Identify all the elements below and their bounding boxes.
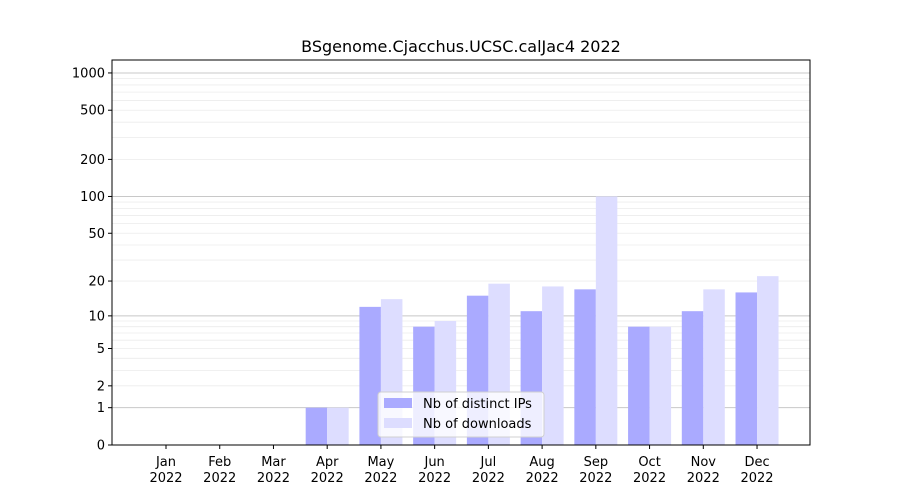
bar-downloads [595,196,618,445]
bar-ips [305,407,328,445]
bar-downloads [757,276,779,445]
y-tick-label: 2 [97,379,105,394]
x-tick-label: Jan 2022 [149,455,182,486]
x-tick-label: May 2022 [364,455,397,486]
y-tick-label: 5 [97,342,105,357]
y-tick-label: 1 [97,401,105,416]
x-tick-label: Jul 2022 [472,455,505,486]
bar-ips [574,289,596,445]
y-axis: 0 1 2 5 10 20 50 100 200 500 1000 [72,66,112,454]
x-tick-label: Sep 2022 [579,455,612,486]
bar-ips [628,326,650,445]
bar-ips [735,292,758,445]
legend-box [377,391,545,438]
x-tick-label: Mar 2022 [257,455,290,486]
bar-downloads [327,407,349,445]
x-tick-label: Nov 2022 [687,455,720,486]
x-tick-label: Apr 2022 [311,455,344,486]
legend-label: Nb of downloads [423,417,532,432]
x-tick-label: Jun 2022 [418,455,451,486]
legend-swatch [384,398,412,408]
chart-title: BSgenome.Cjacchus.UCSC.calJac4 2022 [301,37,621,56]
bar-downloads [649,326,672,445]
plot-frame [111,59,811,446]
y-tick-label: 50 [88,227,105,242]
grid [112,72,810,409]
bar-downloads [542,286,564,445]
y-tick-label: 200 [80,153,105,168]
x-tick-label: Oct 2022 [633,455,666,486]
y-tick-label: 100 [80,190,105,205]
legend-swatch [384,418,412,428]
x-tick-label: Aug 2022 [526,455,559,486]
x-tick-label: Dec 2022 [740,455,773,486]
bar-ips [681,311,704,445]
x-axis: Jan 2022 Feb 2022 Mar 2022 Apr 2022 May 2022 Jun 20… [149,445,774,486]
bar-downloads [703,289,725,445]
x-tick-label: Feb 2022 [203,455,236,486]
y-tick-label: 0 [97,439,105,454]
y-tick-label: 1000 [72,66,105,81]
legend-label: Nb of distinct IPs [423,397,532,412]
legend: Nb of distinct IPs Nb of downloads [377,391,545,438]
y-tick-label: 500 [80,104,105,119]
y-tick-label: 10 [88,309,105,324]
bar-ips [359,306,381,445]
y-tick-label: 20 [88,275,105,290]
